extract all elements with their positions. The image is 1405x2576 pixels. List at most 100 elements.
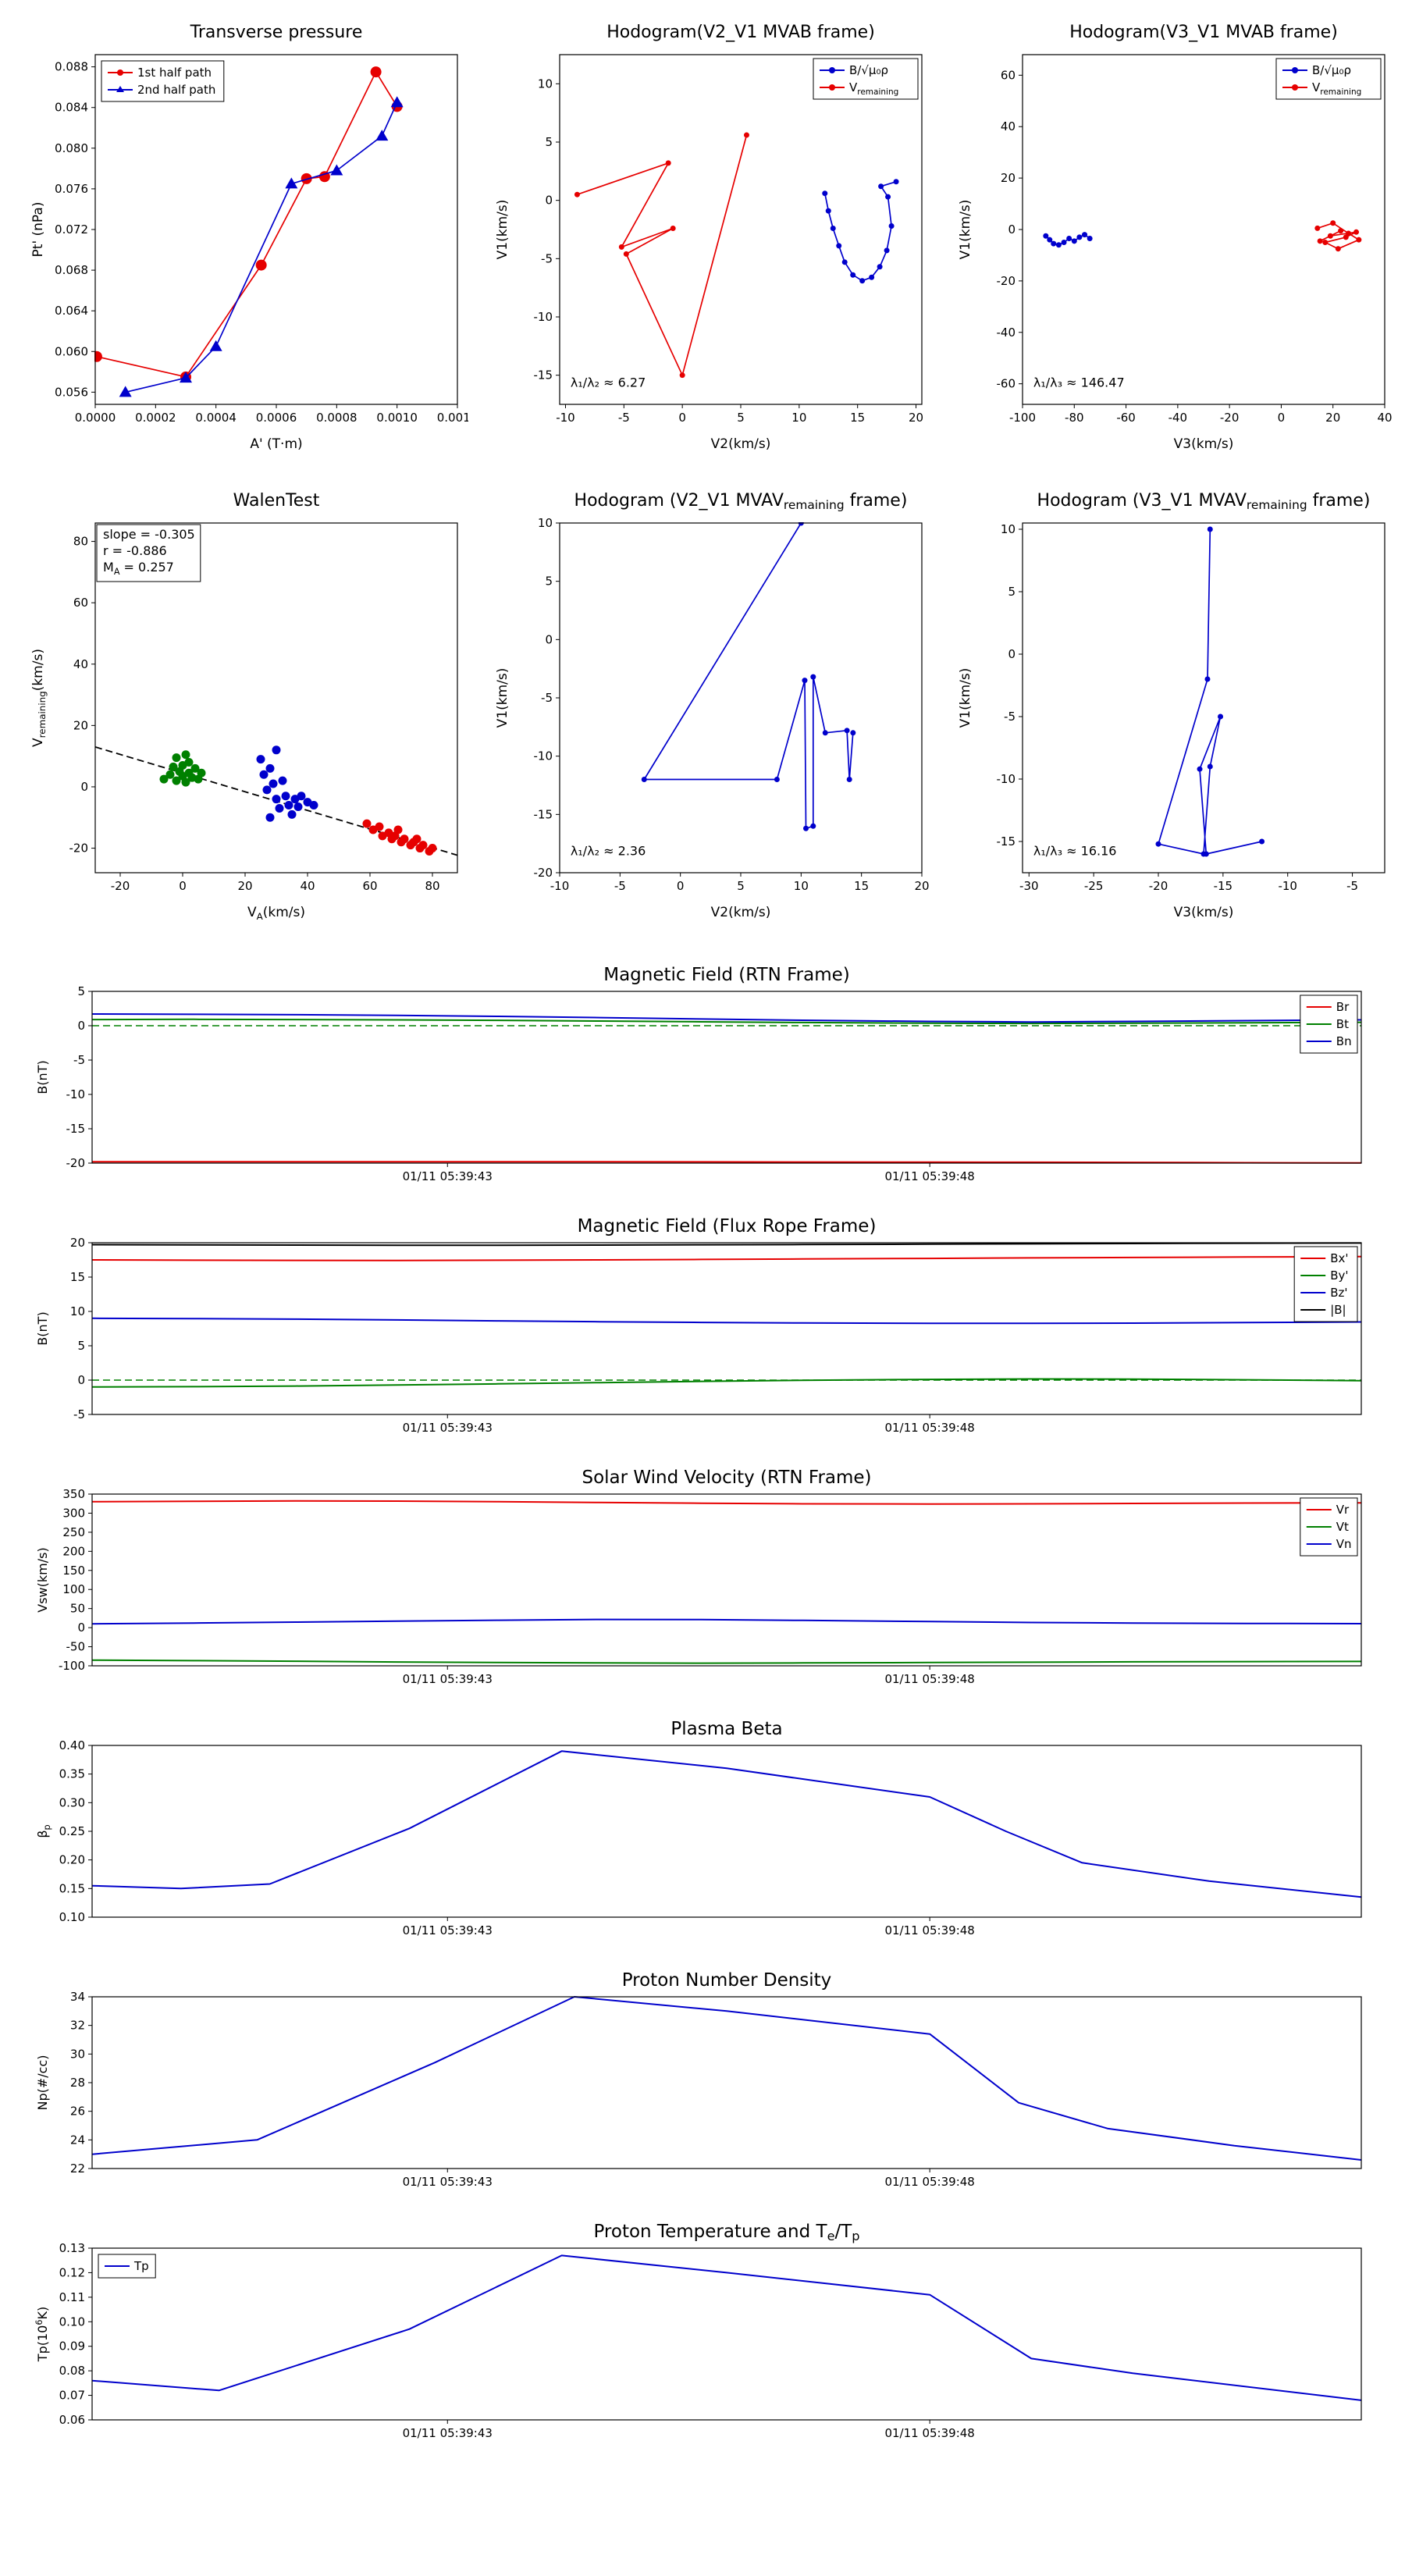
svg-text:V1(km/s): V1(km/s) <box>495 668 510 728</box>
chart-svg-vsw-rtn: 01/11 05:39:43 01/11 05:39:48 -100 -50 0 50 10… <box>35 1468 1362 1686</box>
svg-text:-20: -20 <box>66 1156 86 1170</box>
svg-text:Vn: Vn <box>1336 1537 1352 1551</box>
svg-text:300: 300 <box>62 1506 85 1520</box>
svg-text:λ₁/λ₃ ≈ 16.16: λ₁/λ₃ ≈ 16.16 <box>1033 844 1117 859</box>
svg-text:λ₁/λ₂ ≈ 2.36: λ₁/λ₂ ≈ 2.36 <box>571 844 646 859</box>
svg-text:0.11: 0.11 <box>59 2290 85 2304</box>
svg-text:0.056: 0.056 <box>55 385 88 399</box>
svg-text:-10: -10 <box>534 310 553 324</box>
svg-text:B/√μ₀ρ: B/√μ₀ρ <box>849 63 888 77</box>
svg-text:βp: βp <box>35 1824 52 1838</box>
svg-text:0: 0 <box>80 780 88 794</box>
svg-text:24: 24 <box>70 2133 85 2147</box>
svg-text:-20: -20 <box>1149 879 1168 893</box>
svg-text:01/11 05:39:43: 01/11 05:39:43 <box>403 2175 493 2189</box>
svg-text:|B|: |B| <box>1330 1303 1346 1317</box>
svg-text:-20: -20 <box>111 879 130 893</box>
svg-text:-30: -30 <box>1019 879 1039 893</box>
svg-text:Bx': Bx' <box>1330 1251 1348 1265</box>
svg-text:-5: -5 <box>1346 879 1358 893</box>
chart-svg-mag-fluxrope: 01/11 05:39:43 01/11 05:39:48 -5 0 5 10 15 20 Ma… <box>35 1216 1362 1435</box>
svg-text:By': By' <box>1330 1268 1348 1283</box>
svg-text:slope = -0.305: slope = -0.305 <box>103 527 195 542</box>
chart-solar-wind-velocity: 01/11 05:39:43 01/11 05:39:48 -100 -50 0 50 10… <box>31 1464 1374 1702</box>
svg-text:Transverse pressure: Transverse pressure <box>190 23 363 42</box>
svg-text:-5: -5 <box>73 1407 85 1421</box>
svg-text:-15: -15 <box>534 807 553 821</box>
svg-text:-100: -100 <box>1009 411 1036 425</box>
svg-text:-10: -10 <box>1278 879 1297 893</box>
svg-text:0.0002: 0.0002 <box>135 411 176 425</box>
svg-text:40: 40 <box>1001 119 1016 133</box>
svg-text:Plasma Beta: Plasma Beta <box>670 1719 782 1739</box>
svg-text:0.0012: 0.0012 <box>437 411 468 425</box>
svg-text:-15: -15 <box>1214 879 1233 893</box>
svg-text:20: 20 <box>909 411 923 425</box>
svg-text:5: 5 <box>77 984 85 998</box>
svg-text:10: 10 <box>791 411 806 425</box>
svg-text:0: 0 <box>677 879 685 893</box>
svg-text:0: 0 <box>545 194 553 208</box>
svg-text:V2(km/s): V2(km/s) <box>711 436 771 452</box>
svg-text:-60: -60 <box>1116 411 1136 425</box>
svg-text:-100: -100 <box>59 1659 85 1673</box>
svg-text:20: 20 <box>1325 411 1340 425</box>
svg-text:Vremaining(km/s): Vremaining(km/s) <box>30 649 48 747</box>
svg-text:15: 15 <box>850 411 865 425</box>
svg-text:-10: -10 <box>66 1087 86 1101</box>
svg-text:Hodogram (V3_V1 MVAVremaining: Hodogram (V3_V1 MVAVremaining frame) <box>1037 491 1371 512</box>
chart-hodogram-v2v1-mvav: -10 -5 0 5 10 15 20 -20 -15 -10 -5 0 5 10 Hodogram (V2… <box>488 482 933 942</box>
svg-text:Pt' (nPa): Pt' (nPa) <box>30 202 46 258</box>
svg-text:1st half path: 1st half path <box>137 66 212 80</box>
chart-svg-proton-density: 01/11 05:39:43 01/11 05:39:48 22 24 26 28 30 32… <box>35 1970 1362 2189</box>
svg-text:20: 20 <box>237 879 252 893</box>
svg-text:-15: -15 <box>534 368 553 382</box>
chart-hodogram-v3v1-mvav: -30 -25 -20 -15 -10 -5 -15 -10 -5 0 5 10 Hodogram (V… <box>951 482 1396 942</box>
svg-text:40: 40 <box>300 879 315 893</box>
svg-text:0.10: 0.10 <box>59 2314 85 2329</box>
svg-text:0.07: 0.07 <box>59 2389 85 2403</box>
svg-text:40: 40 <box>1377 411 1392 425</box>
svg-text:A' (T·m): A' (T·m) <box>250 436 302 452</box>
svg-text:0.15: 0.15 <box>59 1881 85 1895</box>
svg-text:0.12: 0.12 <box>59 2265 85 2279</box>
svg-text:2nd half path: 2nd half path <box>137 83 215 97</box>
svg-text:10: 10 <box>794 879 809 893</box>
chart-svg-plasma-beta: 01/11 05:39:43 01/11 05:39:48 0.10 0.15 0.20… <box>35 1719 1362 1937</box>
svg-text:01/11 05:39:43: 01/11 05:39:43 <box>403 1169 493 1183</box>
chart-svg-hodogram-v3v1-mvab: -100 -80 -60 -40 -20 0 20 40 -60 -40 -20 0 20 40 60 Hod… <box>958 23 1393 452</box>
chart-hodogram-v2v1-mvab: -10 -5 0 5 10 15 20 -15 -10 -5 0 5 10 Hodogram(V2_V1 … <box>488 14 933 474</box>
chart-svg-hodogram-v3v1-mvav: -30 -25 -20 -15 -10 -5 -15 -10 -5 0 5 10 Hodogram (V… <box>958 491 1385 920</box>
svg-text:Bn: Bn <box>1336 1034 1352 1048</box>
svg-text:5: 5 <box>77 1339 85 1353</box>
svg-text:200: 200 <box>62 1544 85 1558</box>
svg-text:0.09: 0.09 <box>59 2339 85 2354</box>
svg-text:10: 10 <box>538 516 553 530</box>
svg-text:01/11 05:39:48: 01/11 05:39:48 <box>884 2175 974 2189</box>
svg-text:5: 5 <box>545 575 553 589</box>
chart-magnetic-field-rtn: 01/11 05:39:43 01/11 05:39:48 -20 -15 -10 -5 0… <box>31 962 1374 1199</box>
svg-text:0.076: 0.076 <box>55 182 88 196</box>
chart-proton-number-density: 01/11 05:39:43 01/11 05:39:48 22 24 26 28 30 32… <box>31 1967 1374 2204</box>
svg-text:0.30: 0.30 <box>59 1795 85 1809</box>
svg-text:0: 0 <box>77 1621 85 1635</box>
svg-text:Br: Br <box>1336 1000 1350 1014</box>
svg-text:10: 10 <box>70 1304 85 1318</box>
svg-text:01/11 05:39:43: 01/11 05:39:43 <box>403 2426 493 2440</box>
svg-text:0.35: 0.35 <box>59 1767 85 1781</box>
svg-text:B(nT): B(nT) <box>35 1311 50 1345</box>
svg-text:V3(km/s): V3(km/s) <box>1174 436 1234 452</box>
chart-hodogram-v3v1-mvab: -100 -80 -60 -40 -20 0 20 40 -60 -40 -20 0 20 40 60 Hod… <box>951 14 1396 474</box>
svg-text:VA(km/s): VA(km/s) <box>247 905 305 922</box>
svg-text:-5: -5 <box>614 879 626 893</box>
svg-text:Hodogram (V2_V1 MVAVremaining: Hodogram (V2_V1 MVAVremaining frame) <box>574 491 908 512</box>
svg-text:01/11 05:39:48: 01/11 05:39:48 <box>884 2426 974 2440</box>
svg-text:5: 5 <box>737 879 745 893</box>
svg-text:Vsw(km/s): Vsw(km/s) <box>35 1547 50 1612</box>
svg-text:0.088: 0.088 <box>55 60 88 74</box>
svg-text:-10: -10 <box>556 411 575 425</box>
svg-text:80: 80 <box>73 535 88 549</box>
svg-text:Proton Number Density: Proton Number Density <box>622 1970 832 1991</box>
svg-text:34: 34 <box>70 1990 85 2004</box>
